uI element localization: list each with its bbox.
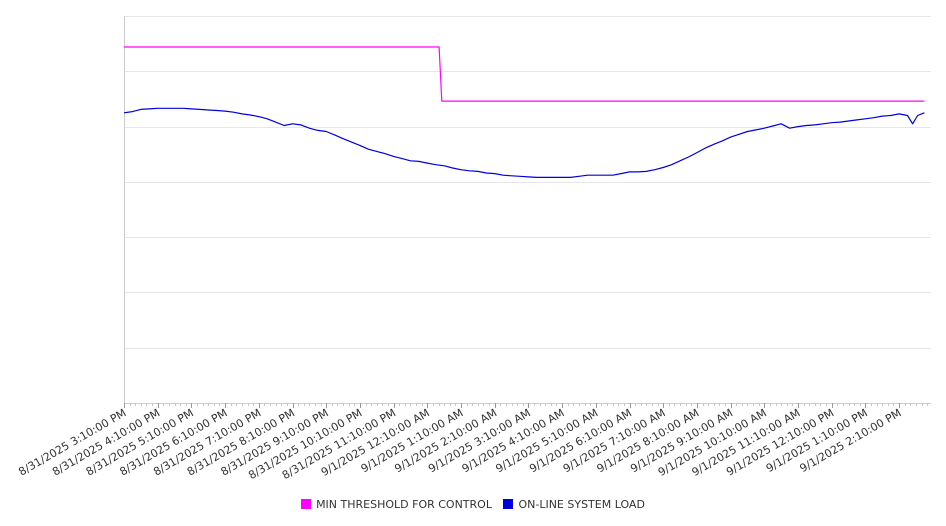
- legend: MIN THRESHOLD FOR CONTROL ON-LINE SYSTEM…: [0, 498, 946, 511]
- legend-swatch-load: [503, 499, 514, 509]
- legend-label-load: ON-LINE SYSTEM LOAD: [518, 498, 645, 511]
- legend-item-threshold[interactable]: MIN THRESHOLD FOR CONTROL: [301, 498, 492, 511]
- legend-item-load[interactable]: ON-LINE SYSTEM LOAD: [503, 498, 645, 511]
- legend-label-threshold: MIN THRESHOLD FOR CONTROL: [316, 498, 492, 511]
- legend-swatch-threshold: [301, 499, 312, 509]
- line-chart: 8/31/2025 3:10:00 PM8/31/2025 4:10:00 PM…: [16, 16, 931, 482]
- series-line-threshold: [124, 46, 925, 102]
- series-line-load: [123, 107, 925, 178]
